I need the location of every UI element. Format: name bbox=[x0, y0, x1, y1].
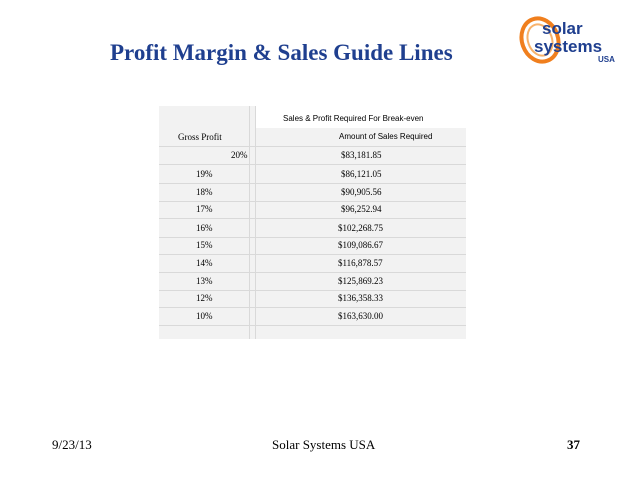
row-sales-required: $163,630.00 bbox=[338, 311, 383, 321]
table-rule bbox=[159, 237, 466, 238]
row-sales-required: $125,869.23 bbox=[338, 276, 383, 286]
table-divider bbox=[255, 106, 256, 339]
table-rule bbox=[159, 201, 466, 202]
table-rule bbox=[159, 290, 466, 291]
table-header-band bbox=[255, 106, 466, 128]
row-gross-profit: 17% bbox=[196, 204, 213, 214]
row-gross-profit: 20% bbox=[231, 150, 248, 160]
column-header-gross-profit: Gross Profit bbox=[178, 132, 222, 142]
column-header-sales-required: Amount of Sales Required bbox=[339, 132, 433, 141]
table-divider bbox=[249, 106, 250, 339]
row-gross-profit: 18% bbox=[196, 187, 213, 197]
table-rule bbox=[159, 183, 466, 184]
table-rule bbox=[159, 164, 466, 165]
row-sales-required: $136,358.33 bbox=[338, 293, 383, 303]
row-sales-required: $86,121.05 bbox=[341, 169, 382, 179]
row-sales-required: $83,181.85 bbox=[341, 150, 382, 160]
table-rule bbox=[159, 325, 466, 326]
row-gross-profit: 13% bbox=[196, 276, 213, 286]
row-gross-profit: 12% bbox=[196, 293, 213, 303]
row-sales-required: $90,905.56 bbox=[341, 187, 382, 197]
footer-date: 9/23/13 bbox=[52, 437, 92, 452]
row-sales-required: $102,268.75 bbox=[338, 223, 383, 233]
row-gross-profit: 15% bbox=[196, 240, 213, 250]
table-top-header: Sales & Profit Required For Break-even bbox=[283, 114, 424, 123]
row-sales-required: $96,252.94 bbox=[341, 204, 382, 214]
table-rule bbox=[159, 218, 466, 219]
solar-systems-logo: solar systems USA bbox=[518, 14, 628, 66]
footer-company: Solar Systems USA bbox=[272, 437, 376, 452]
footer-page-number: 37 bbox=[567, 437, 580, 452]
row-sales-required: $109,086.67 bbox=[338, 240, 383, 250]
table-rule bbox=[159, 254, 466, 255]
row-gross-profit: 10% bbox=[196, 311, 213, 321]
row-gross-profit: 14% bbox=[196, 258, 213, 268]
table-rule bbox=[159, 146, 466, 147]
row-gross-profit: 19% bbox=[196, 169, 213, 179]
logo-text-solar: solar bbox=[542, 19, 583, 38]
row-sales-required: $116,878.57 bbox=[338, 258, 383, 268]
logo-text-systems: systems bbox=[534, 37, 602, 56]
logo-text-usa: USA bbox=[598, 55, 615, 64]
logo-graphic: solar systems USA bbox=[519, 16, 615, 64]
table-rule bbox=[159, 307, 466, 308]
table-rule bbox=[159, 272, 466, 273]
slide-title: Profit Margin & Sales Guide Lines bbox=[110, 40, 453, 65]
breakeven-table: Sales & Profit Required For Break-even G… bbox=[159, 106, 466, 339]
row-gross-profit: 16% bbox=[196, 223, 213, 233]
